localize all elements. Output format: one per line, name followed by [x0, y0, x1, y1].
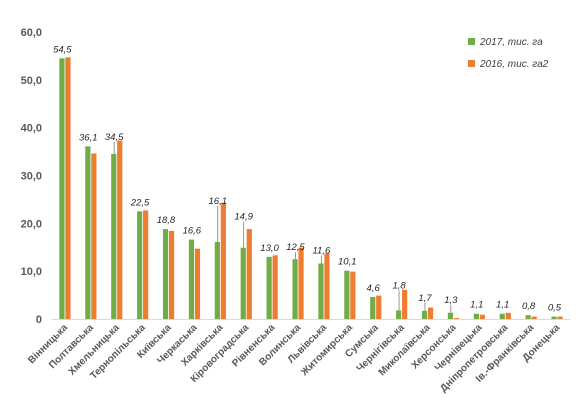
data-label: 12,5 — [286, 242, 305, 253]
bar-2017 — [214, 241, 220, 319]
legend-label-2017: 2017, тис. га — [479, 37, 543, 48]
bar-2016 — [168, 230, 175, 319]
bar-2017 — [525, 315, 531, 319]
data-label: 18,8 — [157, 215, 176, 226]
bar-2017 — [188, 239, 195, 319]
bar-2016 — [272, 255, 278, 319]
bar-2016 — [324, 253, 330, 319]
bar-2017 — [266, 256, 272, 319]
bar-2017 — [318, 263, 324, 319]
data-label: 1,1 — [470, 300, 483, 311]
bar-2016 — [505, 312, 511, 319]
legend-swatch-2017 — [468, 38, 475, 45]
bar-2016 — [402, 289, 408, 319]
data-label: 10,1 — [338, 257, 357, 268]
bar-2016 — [453, 318, 460, 319]
data-label: 0,8 — [522, 301, 536, 312]
bar-2016 — [298, 247, 304, 319]
bar-2017 — [473, 313, 479, 319]
bar-2016 — [350, 271, 356, 319]
bar-2017 — [111, 153, 117, 319]
data-label: 4,6 — [367, 283, 381, 294]
bar-2016 — [427, 307, 434, 319]
bar-2016 — [194, 248, 201, 319]
data-label: 36,1 — [79, 132, 98, 143]
data-label: 11,6 — [312, 246, 331, 257]
x-axis: ВінницькаПолтавськаХмельницькаТернопільс… — [26, 319, 570, 394]
bars-group — [59, 57, 563, 320]
data-labels-group: 54,5 36,1 34,5 22,5 18,8 16,6 16,1 14,9 13,0 12,5… — [53, 44, 562, 313]
bar-2017 — [137, 211, 143, 319]
data-label: 16,6 — [183, 226, 202, 237]
bar-2017 — [85, 146, 91, 319]
y-tick-label: 40,0 — [21, 123, 42, 135]
bar-2016 — [65, 57, 71, 320]
bar-2017 — [59, 58, 65, 319]
y-tick-label: 0 — [36, 314, 42, 326]
data-label: 1,3 — [444, 295, 458, 306]
bar-2017 — [499, 313, 505, 319]
bar-2017 — [370, 296, 376, 319]
bar-2016 — [220, 202, 226, 319]
data-label: 0,5 — [548, 303, 562, 314]
bar-2017 — [396, 310, 402, 319]
bar-2017 — [240, 247, 246, 319]
legend-label-2016: 2016, тис. га2 — [479, 59, 549, 70]
legend: 2017, тис. га 2016, тис. га2 — [468, 37, 549, 70]
data-label: 22,5 — [130, 197, 150, 208]
y-tick-label: 50,0 — [21, 75, 42, 87]
data-label: 14,9 — [234, 212, 253, 223]
bar-2017 — [551, 316, 557, 319]
bar-2017 — [344, 270, 350, 319]
bar-2017 — [162, 229, 169, 319]
y-tick-label: 60,0 — [21, 27, 42, 39]
bar-2017 — [447, 312, 454, 319]
bar-2016 — [531, 316, 537, 319]
data-label: 34,5 — [105, 132, 124, 143]
y-axis: 0 10,0 20,0 30,0 40,0 50,0 60,0 — [21, 27, 42, 326]
y-tick-label: 10,0 — [21, 266, 42, 278]
y-tick-label: 20,0 — [21, 218, 42, 230]
bar-2016 — [117, 140, 123, 319]
data-label: 16,1 — [209, 196, 228, 207]
bar-2016 — [479, 314, 485, 319]
legend-swatch-2016 — [468, 60, 475, 67]
data-label: 1,8 — [392, 280, 406, 291]
data-label: 1,7 — [418, 293, 432, 304]
data-label: 13,0 — [260, 243, 279, 254]
bar-2016 — [376, 295, 382, 319]
bar-2016 — [557, 316, 563, 319]
bar-2017 — [292, 259, 298, 319]
bar-2016 — [91, 153, 97, 319]
bar-2016 — [246, 229, 252, 319]
bar-2016 — [143, 210, 149, 319]
data-label: 1,1 — [496, 300, 509, 311]
y-tick-label: 30,0 — [21, 171, 42, 183]
bar-2017 — [421, 310, 428, 319]
data-label: 54,5 — [53, 44, 72, 55]
